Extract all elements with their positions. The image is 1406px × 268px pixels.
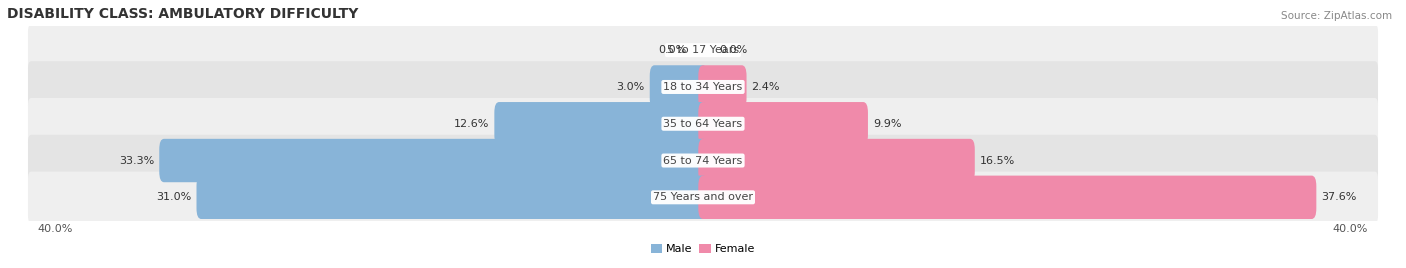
Text: 37.6%: 37.6%	[1322, 192, 1357, 202]
Legend: Male, Female: Male, Female	[647, 239, 759, 259]
FancyBboxPatch shape	[699, 102, 868, 146]
FancyBboxPatch shape	[699, 65, 747, 109]
FancyBboxPatch shape	[28, 135, 1378, 186]
FancyBboxPatch shape	[699, 176, 1316, 219]
Text: 16.5%: 16.5%	[980, 155, 1015, 166]
FancyBboxPatch shape	[28, 172, 1378, 223]
Text: 31.0%: 31.0%	[156, 192, 191, 202]
Text: Source: ZipAtlas.com: Source: ZipAtlas.com	[1281, 11, 1392, 21]
Text: 2.4%: 2.4%	[752, 82, 780, 92]
Text: 75 Years and over: 75 Years and over	[652, 192, 754, 202]
Text: 9.9%: 9.9%	[873, 119, 901, 129]
FancyBboxPatch shape	[28, 24, 1378, 76]
Text: DISABILITY CLASS: AMBULATORY DIFFICULTY: DISABILITY CLASS: AMBULATORY DIFFICULTY	[7, 7, 359, 21]
Text: 12.6%: 12.6%	[454, 119, 489, 129]
Text: 5 to 17 Years: 5 to 17 Years	[666, 45, 740, 55]
FancyBboxPatch shape	[495, 102, 707, 146]
Text: 65 to 74 Years: 65 to 74 Years	[664, 155, 742, 166]
FancyBboxPatch shape	[28, 61, 1378, 113]
FancyBboxPatch shape	[159, 139, 707, 182]
FancyBboxPatch shape	[699, 139, 974, 182]
Text: 35 to 64 Years: 35 to 64 Years	[664, 119, 742, 129]
FancyBboxPatch shape	[28, 98, 1378, 150]
Text: 3.0%: 3.0%	[616, 82, 645, 92]
Text: 0.0%: 0.0%	[720, 45, 748, 55]
FancyBboxPatch shape	[650, 65, 707, 109]
Text: 0.0%: 0.0%	[658, 45, 686, 55]
FancyBboxPatch shape	[197, 176, 707, 219]
Text: 18 to 34 Years: 18 to 34 Years	[664, 82, 742, 92]
Text: 33.3%: 33.3%	[120, 155, 155, 166]
